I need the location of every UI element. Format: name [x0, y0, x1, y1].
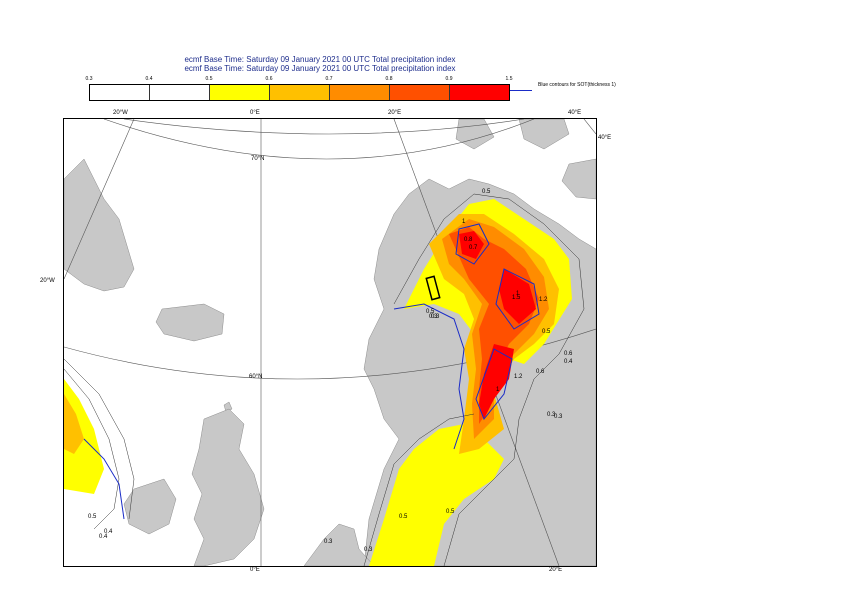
contour-value-label: 0.5 [542, 329, 551, 335]
grid-label-60n: 60°N [249, 374, 263, 380]
contour-line [64, 368, 120, 530]
sot-contour [83, 438, 125, 520]
iceland-land [155, 303, 225, 342]
sot-contour [393, 303, 465, 450]
color-legend: 0.3 0.4 0.5 0.6 0.7 0.8 0.9 1.5 [86, 76, 512, 101]
svalbard-land [455, 119, 495, 150]
legend-tick: 0.4 [145, 76, 153, 82]
grid-label-40e-right: 40°E [598, 135, 612, 141]
probability-contours [64, 193, 585, 566]
legend-tick: 0.5 [205, 76, 213, 82]
contour-value-label: 1 [496, 387, 500, 393]
great-britain-land [191, 408, 265, 566]
contour-value-label: 0.5 [399, 514, 408, 520]
legend-tick: 0.9 [445, 76, 453, 82]
ireland-land [123, 478, 177, 535]
contour-line [363, 413, 475, 566]
legend-tick: 0.3 [85, 76, 93, 82]
contour-value-label: 0.3 [431, 314, 440, 320]
grid-label-0e-top: 0°E [250, 110, 260, 116]
contour-legend-note: Blue contours for SOT(thickness 1) [538, 82, 616, 88]
contour-value-label: 0.8 [464, 237, 473, 243]
legend-swatch-0.8-0.9 [390, 85, 450, 100]
contour-value-label: 1 [516, 291, 520, 297]
parallel-north [123, 119, 525, 135]
contour-value-label: 0.4 [99, 534, 108, 540]
contour-value-label: 0.4 [104, 529, 113, 535]
contour-value-label: 0.5 [446, 509, 455, 515]
faroe-islands [223, 401, 233, 413]
contour-value-label: 0.3 [547, 412, 556, 418]
contour-value-label: 0.7 [469, 245, 478, 251]
shade-0.8 [449, 227, 539, 424]
map-canvas [64, 119, 596, 566]
legend-tick: 0.7 [325, 76, 333, 82]
legend-color-bar [89, 84, 510, 101]
map-panel: 70°N 60°N 0.5 0.5 0.3 0.4 0.3 0.5 0.5 0.… [63, 118, 597, 567]
grid-label-40e-top: 40°E [568, 110, 582, 116]
svalbard-land-2 [518, 119, 570, 150]
arctic-islands [561, 158, 596, 200]
contour-value-label: 0.3 [364, 547, 373, 553]
shade-0.9-south [479, 344, 514, 419]
shade-0.5-south [369, 424, 504, 566]
contour-value-label: 1.5 [512, 295, 521, 301]
sot-contour [475, 348, 513, 420]
greenland-land [64, 158, 135, 292]
grid-label-20w-left: 20°W [40, 278, 55, 284]
shade-0.9-east [499, 269, 536, 324]
legend-tick: 0.6 [265, 76, 273, 82]
shade-0.5-west [64, 379, 104, 494]
meridian-40e [583, 119, 596, 135]
contour-value-label: 0.6 [536, 369, 545, 375]
continent-land [303, 523, 375, 566]
grid-label-70n: 70°N [251, 156, 265, 162]
legend-swatch-0.3-0.4 [90, 85, 150, 100]
contour-value-label: 0.3 [324, 539, 333, 545]
chart-title-line-1: ecmf Base Time: Saturday 09 January 2021… [184, 55, 456, 64]
shade-0.6-west [64, 394, 84, 454]
contour-value-label: 0.6 [564, 351, 573, 357]
grid-label-0e-bottom: 0°E [250, 567, 260, 573]
contour-value-label: 0.3 [429, 314, 438, 320]
contour-value-label: 0.5 [426, 309, 435, 315]
contour-line [393, 193, 585, 566]
grid-label-20e-bottom: 20°E [549, 567, 563, 573]
meridian-20w [64, 119, 135, 280]
chart-title-line-2: ecmf Base Time: Saturday 09 January 2021… [184, 64, 456, 73]
legend-swatch-0.6-0.7 [270, 85, 330, 100]
contour-value-label: 0.4 [564, 359, 573, 365]
legend-tick: 0.8 [385, 76, 393, 82]
grid-label-20w-top: 20°W [113, 110, 128, 116]
sot-contour [455, 223, 490, 265]
contour-line [64, 358, 135, 520]
legend-swatch-0.9-1.5 [450, 85, 509, 100]
shade-0.9 [459, 231, 484, 259]
grid-label-20e-top: 20°E [388, 110, 402, 116]
parallel-70n [103, 119, 535, 160]
contour-value-label: 1.2 [539, 297, 548, 303]
contour-legend-line [510, 90, 532, 91]
precipitation-shading [64, 199, 572, 566]
contour-value-label: 0.3 [554, 414, 563, 420]
legend-swatch-0.5-0.6 [210, 85, 270, 100]
legend-swatch-0.7-0.8 [330, 85, 390, 100]
contour-value-label: 1.2 [514, 374, 523, 380]
contour-value-label: 1 [462, 219, 466, 225]
highlight-box [425, 275, 441, 301]
contour-value-label: 0.5 [88, 514, 97, 520]
legend-swatch-0.4-0.5 [150, 85, 210, 100]
sot-contour [495, 268, 540, 330]
legend-tick: 1.5 [505, 76, 513, 82]
contour-value-label: 0.5 [482, 189, 491, 195]
sot-contours [83, 223, 540, 520]
